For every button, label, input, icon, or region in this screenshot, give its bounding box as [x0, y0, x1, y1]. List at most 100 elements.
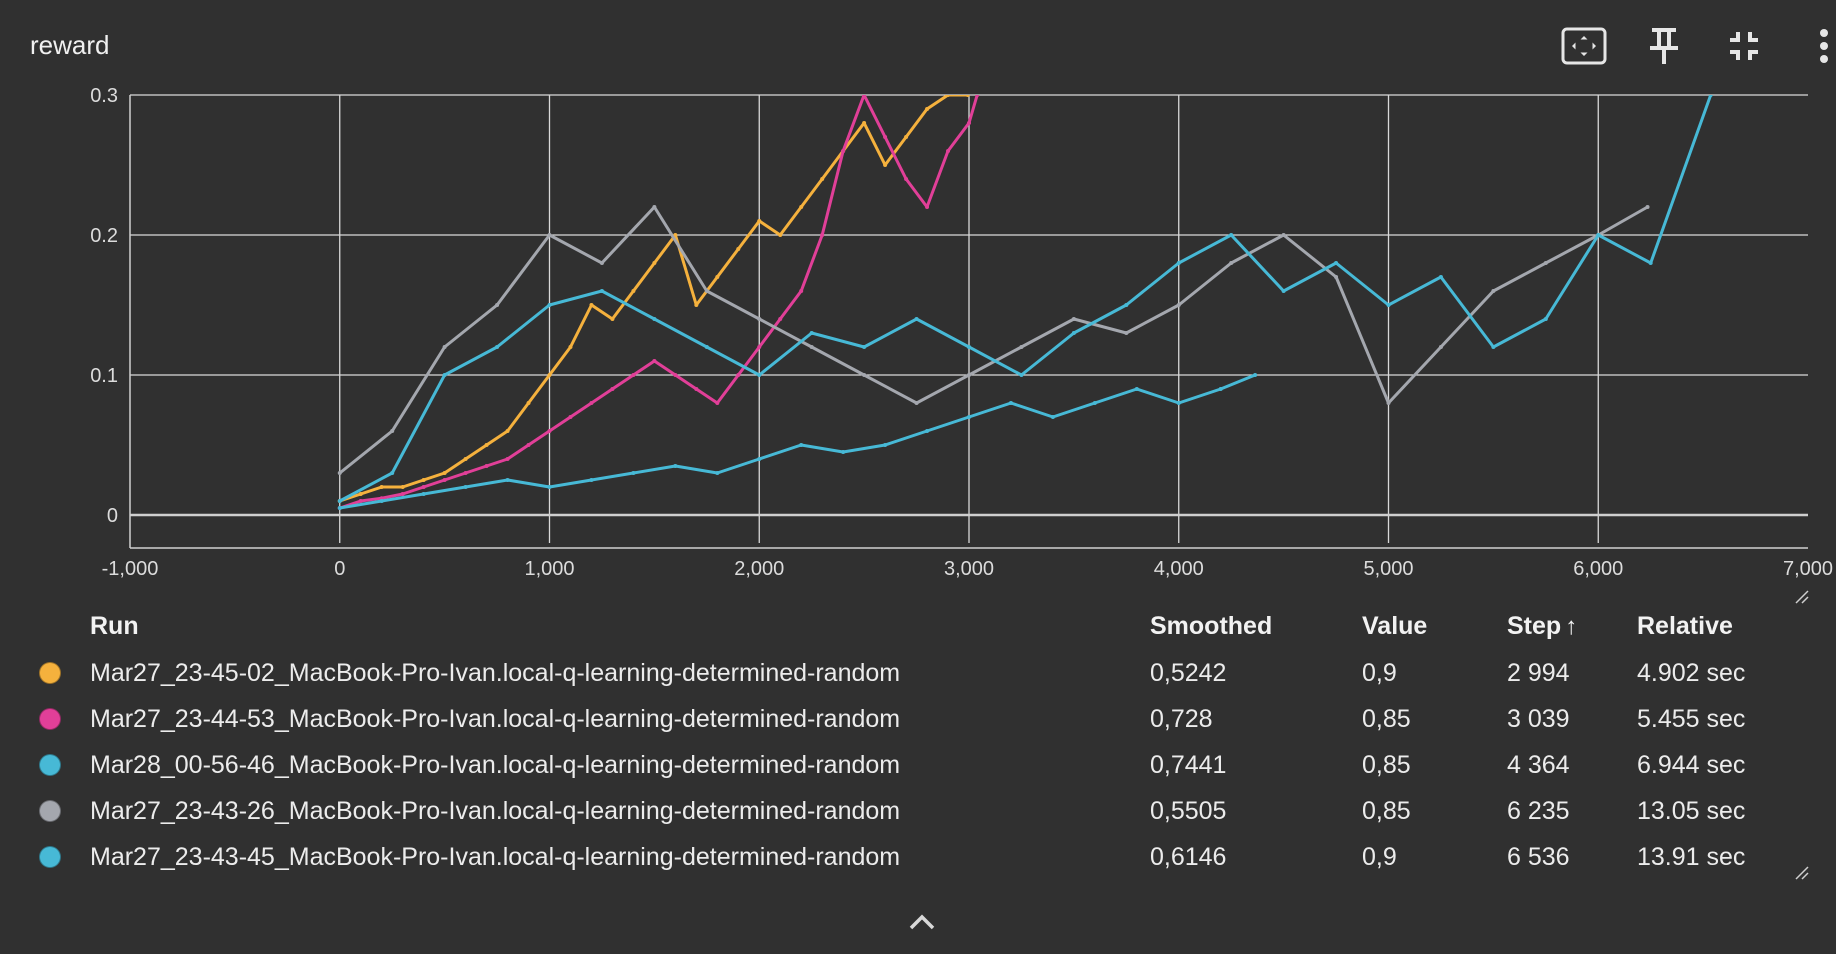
data-point: [1218, 387, 1223, 391]
data-point: [704, 289, 709, 293]
run-name: Mar28_00-56-46_MacBook-Pro-Ivan.local-q-…: [90, 751, 901, 779]
data-point: [799, 289, 804, 293]
data-point: [1543, 261, 1548, 265]
data-point: [463, 457, 468, 461]
col-smoothed-header[interactable]: Smoothed: [1150, 612, 1273, 640]
data-point: [757, 345, 762, 349]
col-relative-header[interactable]: Relative: [1637, 612, 1733, 640]
data-point: [1645, 205, 1650, 209]
data-point: [1596, 233, 1601, 237]
data-point: [1708, 95, 1713, 97]
data-point: [1281, 289, 1286, 293]
data-point: [421, 485, 426, 489]
line-chart[interactable]: -1,000 0 1,000 2,000 3,000 4,000 5,000 6,000 7,0…: [0, 80, 1836, 600]
data-point: [715, 471, 720, 475]
series-line[interactable]: [339, 95, 1713, 503]
data-point: [809, 345, 814, 349]
data-point: [1543, 317, 1548, 321]
data-point: [967, 373, 971, 377]
data-point: [610, 387, 615, 391]
raw-value: 0,85: [1362, 751, 1411, 779]
relative-time: 13.05 sec: [1637, 797, 1746, 825]
fit-domain-icon: [1561, 27, 1607, 65]
y-tick-label: 0.1: [90, 365, 118, 387]
data-point: [967, 415, 971, 419]
run-name: Mar27_23-45-02_MacBook-Pro-Ivan.local-q-…: [90, 659, 901, 687]
smoothed-value: 0,5505: [1150, 797, 1227, 825]
data-point: [757, 219, 762, 223]
run-name: Mar27_23-43-26_MacBook-Pro-Ivan.local-q-…: [90, 797, 901, 825]
data-point: [526, 443, 531, 447]
data-point: [799, 205, 804, 209]
smoothed-value: 0,7441: [1150, 751, 1227, 779]
chart-resize-icon[interactable]: [1793, 588, 1809, 604]
data-point: [757, 457, 762, 461]
col-run-header[interactable]: Run: [90, 612, 139, 640]
data-point: [610, 317, 615, 321]
relative-time: 5.455 sec: [1637, 705, 1746, 733]
x-tick-label: 7,000: [1783, 558, 1833, 580]
data-point: [484, 464, 489, 468]
data-point: [757, 373, 762, 377]
series-line[interactable]: [338, 205, 1649, 475]
data-point: [975, 95, 980, 97]
series-line[interactable]: [339, 373, 1256, 510]
data-point: [599, 289, 604, 293]
data-point: [337, 499, 342, 503]
data-point: [1050, 415, 1055, 419]
col-value-header[interactable]: Value: [1362, 612, 1428, 640]
data-point: [421, 478, 426, 482]
expand-legend-button[interactable]: [904, 904, 940, 940]
data-point: [736, 373, 741, 377]
sort-arrow-icon: ↑: [1565, 613, 1578, 640]
x-tick-label: 5,000: [1363, 558, 1413, 580]
data-point: [1229, 261, 1234, 265]
legend-row[interactable]: Mar27_23-43-26_MacBook-Pro-Ivan.local-q-…: [0, 791, 1836, 831]
legend-resize-icon[interactable]: [1793, 864, 1809, 880]
col-step-header[interactable]: Step ↑: [1507, 606, 1577, 647]
data-point: [1176, 303, 1181, 307]
data-point: [599, 261, 604, 265]
data-point: [1229, 233, 1234, 237]
series-line[interactable]: [339, 95, 979, 510]
legend-row[interactable]: Mar27_23-44-53_MacBook-Pro-Ivan.local-q-…: [0, 699, 1836, 739]
legend-row[interactable]: Mar27_23-45-02_MacBook-Pro-Ivan.local-q-…: [0, 653, 1836, 693]
data-point: [379, 496, 384, 501]
fit-domain-button[interactable]: [1558, 20, 1610, 72]
run-color-swatch: [39, 754, 61, 776]
legend-row[interactable]: Mar27_23-43-45_MacBook-Pro-Ivan.local-q-…: [0, 837, 1836, 877]
data-point: [914, 401, 919, 405]
more-vert-icon: [1820, 29, 1828, 63]
data-point: [400, 485, 405, 489]
data-point: [841, 450, 846, 454]
data-point: [358, 492, 363, 496]
y-tick-label: 0.3: [90, 85, 118, 107]
data-point: [400, 492, 405, 496]
series-line[interactable]: [339, 95, 968, 503]
data-point: [505, 457, 510, 461]
x-tick-label: 3,000: [944, 558, 994, 580]
collapse-button[interactable]: [1718, 20, 1770, 72]
more-options-button[interactable]: [1798, 20, 1836, 72]
data-point: [390, 429, 395, 433]
data-point: [914, 317, 919, 321]
chart-card-title: reward: [30, 30, 110, 60]
data-point: [505, 429, 510, 433]
collapse-icon: [1730, 32, 1758, 60]
data-point: [1124, 303, 1129, 307]
data-point: [568, 415, 573, 419]
x-tick-label: 1,000: [524, 558, 574, 580]
data-point: [694, 303, 699, 307]
data-point: [946, 149, 951, 153]
run-color-swatch: [39, 662, 61, 684]
pin-button[interactable]: [1638, 20, 1690, 72]
data-point: [463, 471, 468, 475]
data-point: [421, 492, 426, 496]
data-point: [495, 303, 500, 307]
data-point: [589, 401, 594, 405]
data-point: [337, 471, 342, 475]
data-point: [442, 345, 447, 349]
legend-row[interactable]: Mar28_00-56-46_MacBook-Pro-Ivan.local-q-…: [0, 745, 1836, 785]
data-point: [694, 387, 699, 391]
data-point: [547, 429, 552, 433]
